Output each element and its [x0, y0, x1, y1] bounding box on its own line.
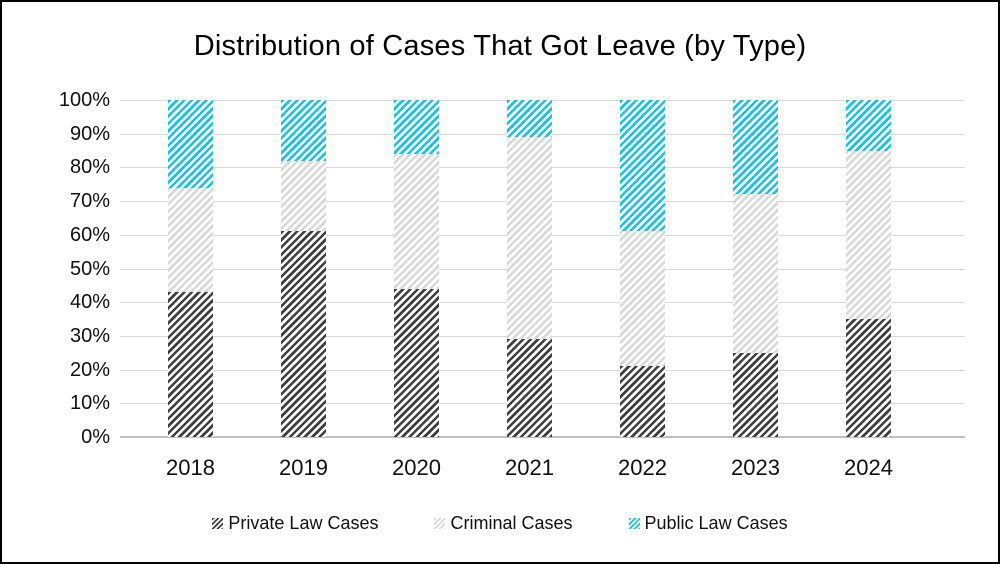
x-tick-label-2024: 2024	[844, 455, 893, 480]
legend: Private Law Cases Criminal Cases Public La…	[0, 510, 1000, 536]
y-tick-label: 40%	[69, 291, 110, 314]
segment-public-law-cases	[733, 100, 778, 195]
x-tick-label-2023: 2023	[731, 455, 780, 480]
stacked-bar-2024	[846, 100, 891, 437]
legend-item-private-law-cases: Private Law Cases	[212, 510, 378, 536]
chart-title: Distribution of Cases That Got Leave (by…	[193, 30, 807, 62]
x-tick-label-2019: 2019	[279, 455, 328, 480]
y-tick-label: 20%	[69, 358, 110, 381]
segment-private-law-cases	[168, 292, 213, 437]
legend-label: Public Law Cases	[644, 513, 788, 533]
x-tick-label-2020: 2020	[392, 455, 441, 480]
segment-criminal-cases	[281, 160, 326, 232]
segment-criminal-cases	[168, 187, 213, 293]
stacked-bar-2018	[168, 100, 213, 437]
y-tick-label: 50%	[69, 257, 110, 280]
stacked-bar-2021	[507, 100, 552, 437]
legend-item-criminal-cases: Criminal Cases	[434, 510, 573, 536]
segment-criminal-cases	[733, 194, 778, 353]
segment-public-law-cases	[846, 100, 891, 151]
y-tick-label: 90%	[69, 122, 110, 145]
x-tick-label-2022: 2022	[618, 455, 667, 480]
legend-label: Criminal Cases	[450, 513, 573, 533]
segment-public-law-cases	[168, 100, 213, 188]
segment-criminal-cases	[507, 137, 552, 340]
stacked-bar-2019	[281, 100, 326, 437]
segment-criminal-cases	[394, 153, 439, 289]
segment-private-law-cases	[733, 352, 778, 437]
segment-public-law-cases	[394, 100, 439, 154]
segment-public-law-cases	[620, 100, 665, 232]
legend-swatch-icon	[628, 517, 640, 529]
segment-private-law-cases	[281, 231, 326, 437]
segment-criminal-cases	[846, 150, 891, 320]
stacked-bar-2020	[394, 100, 439, 437]
x-tick-label-2021: 2021	[505, 455, 554, 480]
y-tick-label: 60%	[69, 223, 110, 246]
stacked-bar-2022	[620, 100, 665, 437]
y-tick-label: 70%	[69, 190, 110, 213]
legend-label: Private Law Cases	[228, 513, 379, 533]
plot-area	[120, 100, 965, 438]
gridline	[120, 436, 965, 438]
segment-private-law-cases	[394, 288, 439, 437]
legend-swatch-icon	[212, 517, 224, 529]
legend-swatch-icon	[434, 517, 446, 529]
y-tick-label: 100%	[58, 89, 110, 111]
segment-public-law-cases	[507, 100, 552, 138]
segment-private-law-cases	[620, 366, 665, 437]
segment-private-law-cases	[507, 339, 552, 437]
segment-public-law-cases	[281, 100, 326, 161]
y-tick-label: 30%	[69, 324, 110, 347]
segment-private-law-cases	[846, 319, 891, 437]
stacked-bar-2023	[733, 100, 778, 437]
y-tick-label: 80%	[69, 156, 110, 179]
legend-item-public-law-cases: Public Law Cases	[628, 510, 788, 536]
y-tick-label: 10%	[69, 392, 110, 415]
y-tick-label: 0%	[81, 426, 110, 448]
x-tick-label-2018: 2018	[166, 455, 215, 480]
segment-criminal-cases	[620, 231, 665, 367]
